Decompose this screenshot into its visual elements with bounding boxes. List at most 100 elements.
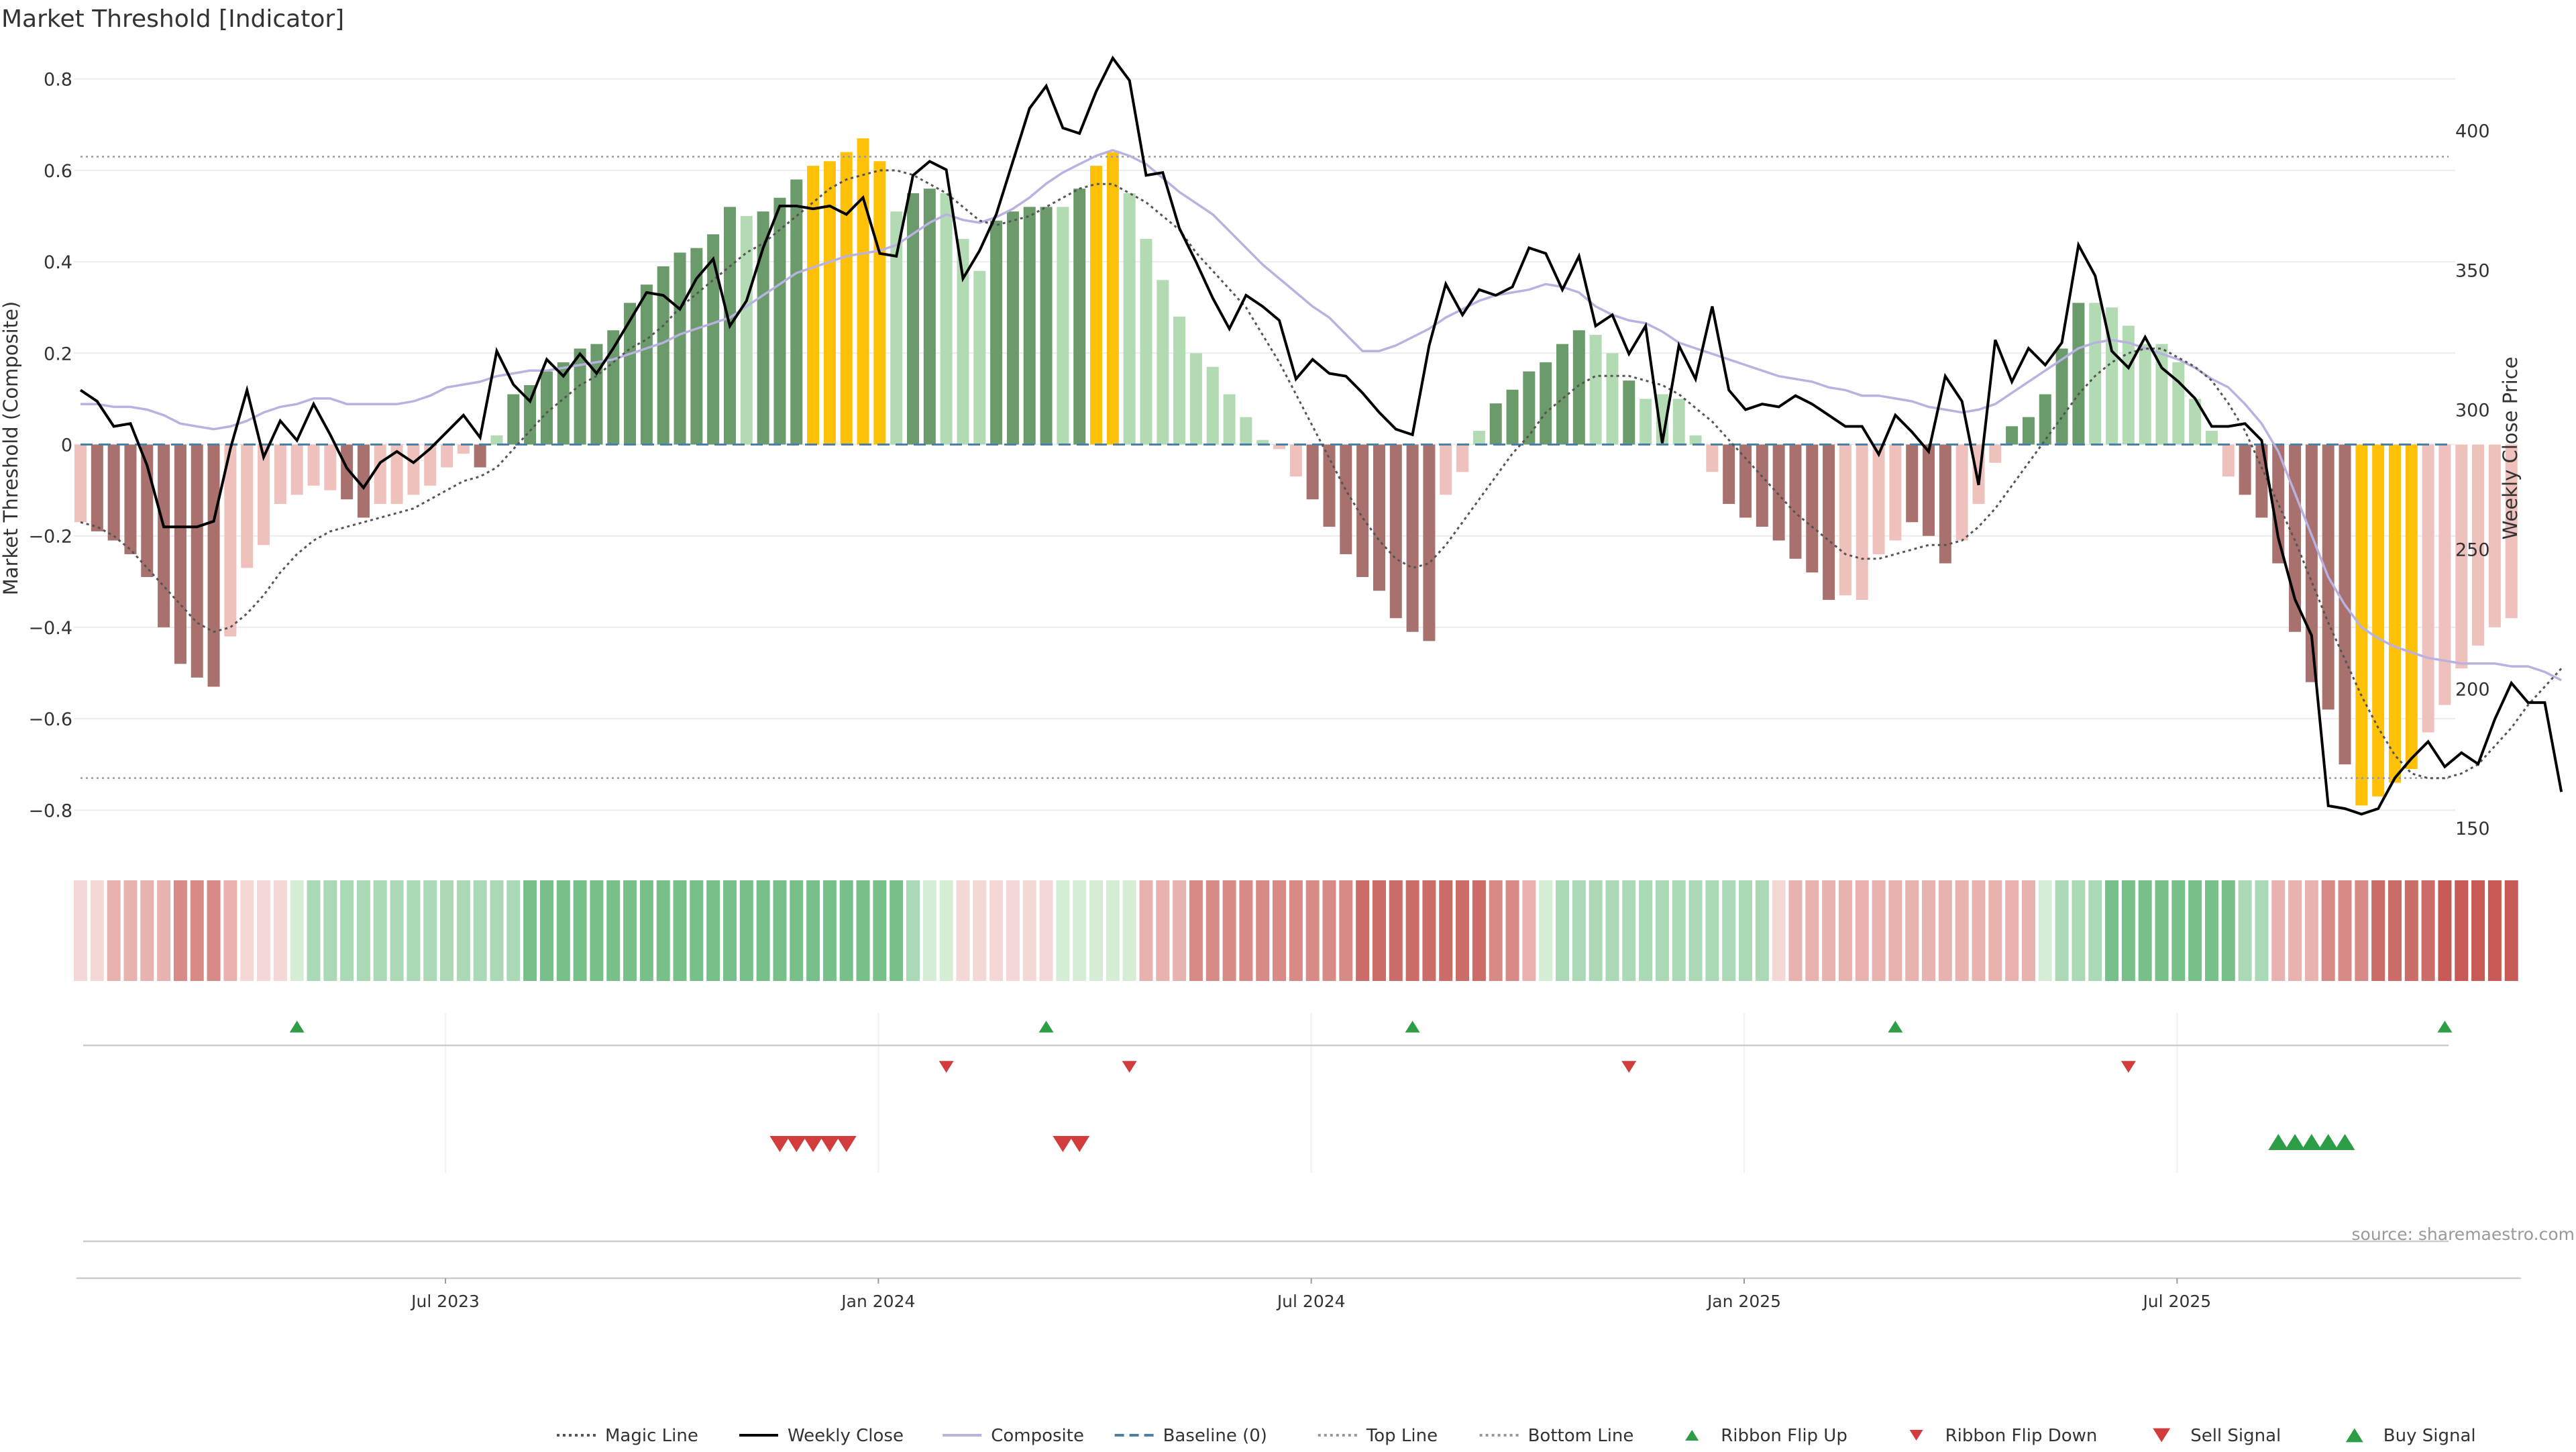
- composite-bar: [1373, 444, 1385, 591]
- ribbon-cell: [2005, 880, 2019, 981]
- composite-bar: [957, 239, 969, 445]
- ribbon-cell: [1222, 880, 1236, 981]
- composite-bar: [1623, 380, 1635, 445]
- composite-bar: [2139, 344, 2151, 445]
- chart-title: Market Threshold [Indicator]: [1, 5, 344, 33]
- ribbon-cell: [573, 880, 587, 981]
- legend-label: Top Line: [1366, 1426, 1438, 1446]
- composite-bar: [640, 284, 653, 445]
- composite-bar: [1589, 335, 1602, 445]
- ribbon-flip-down-marker: [1621, 1061, 1637, 1073]
- y-tick-label: −0.6: [28, 709, 72, 730]
- composite-bar: [1090, 166, 1103, 445]
- composite-bar: [840, 152, 853, 445]
- ribbon-cell: [223, 880, 237, 981]
- ribbon-cell: [1106, 880, 1120, 981]
- composite-bar: [1540, 362, 1552, 445]
- composite-bar: [2472, 444, 2485, 646]
- ribbon-cell: [1672, 880, 1686, 981]
- composite-bar: [2388, 444, 2401, 783]
- composite-bar: [207, 444, 220, 687]
- ribbon-cell: [2188, 880, 2202, 981]
- ribbon-flip-down-marker: [2121, 1061, 2136, 1073]
- composite-bar: [1073, 189, 1086, 445]
- ribbon-cell: [1089, 880, 1104, 981]
- ribbon-cell: [423, 880, 437, 981]
- y2-tick-label: 150: [2455, 819, 2490, 839]
- ribbon-cell: [1972, 880, 1986, 981]
- composite-bar: [807, 166, 820, 445]
- composite-bar: [1406, 444, 1419, 632]
- ribbon-cell: [1655, 880, 1669, 981]
- composite-bar: [1839, 444, 1851, 596]
- composite-bar: [1423, 444, 1436, 641]
- composite-bar: [1440, 444, 1452, 495]
- composite-bar: [307, 444, 320, 486]
- ribbon-cell: [1622, 880, 1636, 981]
- composite-bar: [91, 444, 103, 531]
- composite-bar: [1789, 444, 1802, 559]
- bar-series: [74, 138, 2518, 806]
- composite-bar: [2372, 444, 2385, 796]
- axes: 0.8 0.6 0.4 0.2 0 −0.2 −0.4 −0.6 −0.8 400 350 300 25…: [28, 70, 2489, 840]
- legend-entry: Composite: [943, 1426, 1084, 1446]
- ribbon-cell: [590, 880, 604, 981]
- composite-bar: [1289, 444, 1302, 477]
- composite-bar: [1173, 316, 1186, 445]
- ribbon-cell: [2487, 880, 2502, 981]
- legend-label: Baseline (0): [1163, 1426, 1267, 1446]
- composite-bar: [823, 161, 836, 445]
- ribbon-cell: [1372, 880, 1386, 981]
- composite-bar: [1939, 444, 1951, 564]
- sell-signal-marker: [1053, 1136, 1073, 1152]
- composite-bar: [191, 444, 203, 678]
- ribbon-cell: [1205, 880, 1220, 981]
- ribbon-cell: [2121, 880, 2135, 981]
- composite-bar: [1489, 403, 1502, 445]
- ribbon-cell: [373, 880, 387, 981]
- legend-label: Weekly Close: [788, 1426, 904, 1446]
- composite-bar: [1806, 444, 1819, 573]
- composite-bar: [1256, 439, 1269, 445]
- ribbon-cell: [2387, 880, 2402, 981]
- legend-entry: Bottom Line: [1479, 1426, 1633, 1446]
- ribbon-cell: [2255, 880, 2269, 981]
- ribbon-cell: [257, 880, 271, 981]
- sell-signal-marker: [803, 1136, 824, 1152]
- composite-bar: [907, 193, 919, 445]
- legend-entry: Buy Signal: [2345, 1426, 2476, 1446]
- ribbon-cell: [1822, 880, 1836, 981]
- composite-bar: [2505, 444, 2518, 619]
- composite-bar: [590, 344, 603, 445]
- ribbon-cell: [1472, 880, 1486, 981]
- composite-bar: [2405, 444, 2418, 770]
- ribbon-cell: [2088, 880, 2102, 981]
- ribbon-cell: [1922, 880, 1936, 981]
- composite-bar: [1739, 444, 1752, 518]
- ribbon-cell: [922, 880, 936, 981]
- ribbon-cell: [190, 880, 204, 981]
- ribbon-cell: [440, 880, 454, 981]
- ribbon-cell: [1988, 880, 2002, 981]
- composite-bar: [1356, 444, 1369, 577]
- composite-bar: [507, 394, 520, 445]
- ribbon-cell: [1688, 880, 1703, 981]
- composite-bar: [341, 444, 354, 500]
- legend-entry: Baseline (0): [1114, 1426, 1267, 1446]
- ribbon-cell: [1122, 880, 1136, 981]
- ribbon-cell: [506, 880, 521, 981]
- x-tick-label: Jan 2025: [1706, 1292, 1781, 1311]
- legend-label: Sell Signal: [2190, 1426, 2281, 1446]
- composite-bar: [1606, 353, 1619, 445]
- composite-bar: [857, 138, 869, 445]
- ribbon-cell: [2055, 880, 2069, 981]
- ribbon-cell: [1273, 880, 1287, 981]
- ribbon-cell: [2221, 880, 2235, 981]
- ribbon-cell: [1905, 880, 1919, 981]
- ribbon-cell: [140, 880, 154, 981]
- ribbon-cell: [340, 880, 354, 981]
- y-tick-label: 0.2: [44, 344, 72, 364]
- composite-bar: [490, 435, 503, 445]
- ribbon-cell: [390, 880, 404, 981]
